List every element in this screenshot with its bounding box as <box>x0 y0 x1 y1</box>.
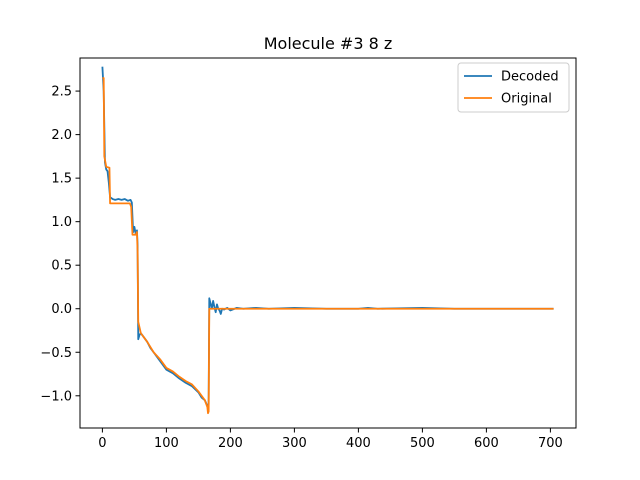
legend: Decoded Original <box>457 62 570 113</box>
y-tick-label: 1.0 <box>51 215 72 230</box>
series-layer <box>101 66 554 415</box>
legend-label-decoded: Decoded <box>501 70 559 85</box>
x-tick-label: 700 <box>538 436 563 451</box>
plot-area <box>80 58 576 428</box>
axes-layer: 0 100 200 300 400 500 600 700 −1.0 −0.5 0.0 0.5 1.0 1… <box>40 57 577 451</box>
y-tick-label: 2.0 <box>51 128 72 143</box>
y-tick-label: −1.0 <box>40 389 72 404</box>
x-tick-label: 0 <box>98 436 106 451</box>
chart-title: Molecule #3 8 z <box>264 34 393 53</box>
series-line-original <box>102 77 554 415</box>
y-tick-label: 0.5 <box>51 259 72 274</box>
axes-frame <box>79 57 577 429</box>
x-tick-label: 300 <box>282 436 307 451</box>
x-tick-label: 600 <box>474 436 499 451</box>
x-tick-label: 200 <box>218 436 243 451</box>
legend-label-original: Original <box>501 92 552 107</box>
y-tick-label: 2.5 <box>51 85 72 100</box>
x-tick-label: 400 <box>346 436 371 451</box>
x-tick-label: 100 <box>154 436 179 451</box>
y-tick-label: −0.5 <box>40 346 72 361</box>
x-tick-label: 500 <box>410 436 435 451</box>
y-tick-label: 1.5 <box>51 172 72 187</box>
y-tick-label: 0.0 <box>51 302 72 317</box>
